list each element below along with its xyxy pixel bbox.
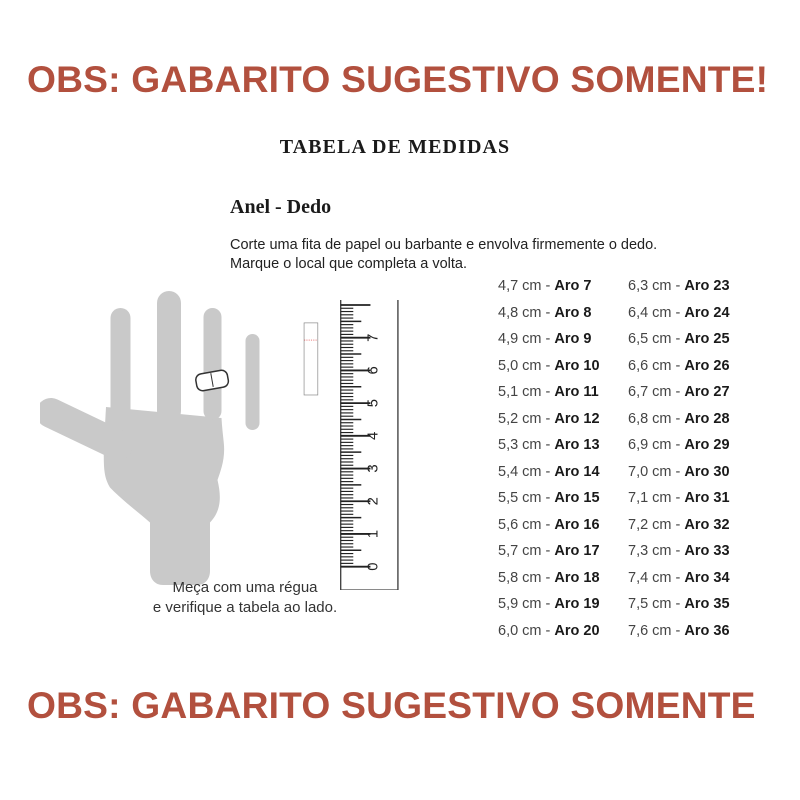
svg-text:2: 2 [365,497,381,505]
svg-text:1: 1 [365,530,381,538]
svg-text:0: 0 [365,563,381,571]
svg-text:3: 3 [365,464,381,472]
svg-text:6: 6 [365,366,381,374]
svg-text:4: 4 [365,432,381,440]
svg-text:5: 5 [365,399,381,407]
svg-text:7: 7 [365,334,381,342]
